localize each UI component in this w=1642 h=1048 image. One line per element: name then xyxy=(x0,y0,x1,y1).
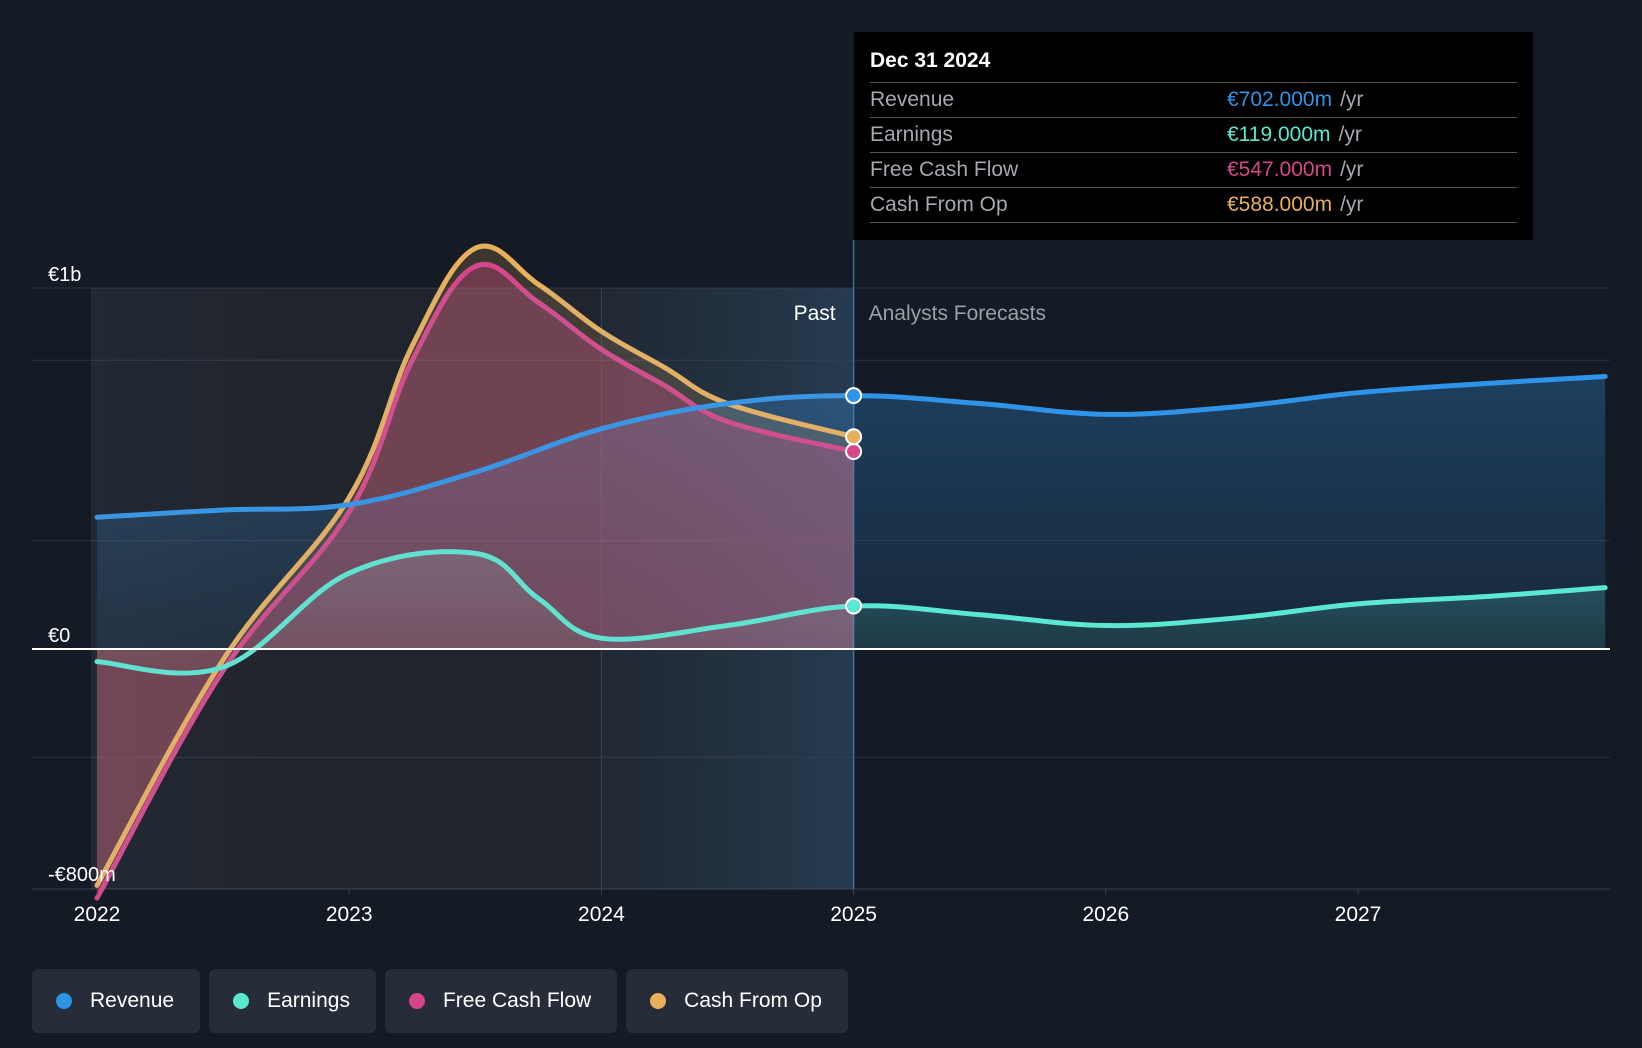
legend-dot-icon xyxy=(233,993,250,1009)
y-axis-label: €1b xyxy=(48,264,81,286)
legend: Revenue Earnings Free Cash Flow Cash Fro… xyxy=(32,969,848,1033)
legend-item-cash-from-op[interactable]: Cash From Op xyxy=(626,969,848,1033)
legend-item-earnings[interactable]: Earnings xyxy=(209,969,376,1033)
x-tick-label: 2024 xyxy=(578,903,625,926)
marker-free-cash-flow xyxy=(845,443,863,461)
forecast-label: Analysts Forecasts xyxy=(869,302,1046,325)
y-axis-label: €0 xyxy=(48,625,70,647)
tooltip-unit: /yr xyxy=(1340,88,1364,111)
legend-label: Revenue xyxy=(90,989,175,1012)
area-free-cash-flow xyxy=(97,264,854,899)
tooltip-label: Cash From Op xyxy=(870,193,1008,216)
x-tick-label: 2027 xyxy=(1335,903,1382,926)
legend-item-revenue[interactable]: Revenue xyxy=(32,969,201,1033)
tooltip-row-cash-from-op: Cash From Op €588.000m /yr xyxy=(870,188,1517,223)
legend-label: Free Cash Flow xyxy=(442,989,592,1012)
tooltip-label: Revenue xyxy=(870,88,955,111)
tooltip-unit: /yr xyxy=(1340,193,1364,216)
tooltip-unit: /yr xyxy=(1340,158,1364,181)
tooltip-value: €119.000m xyxy=(1227,123,1331,146)
legend-item-free-cash-flow[interactable]: Free Cash Flow xyxy=(384,969,618,1033)
tooltip-unit: /yr xyxy=(1338,123,1362,146)
tooltip-row-free-cash-flow: Free Cash Flow €547.000m /yr xyxy=(870,153,1517,188)
tooltip-date: Dec 31 2024 xyxy=(870,46,1517,83)
line-cash-from-op xyxy=(94,243,857,888)
tooltip-value: €588.000m xyxy=(1227,193,1333,216)
tooltip-row-earnings: Earnings €119.000m /yr xyxy=(870,118,1517,153)
line-earnings xyxy=(94,549,1608,676)
past-dim-overlay xyxy=(91,288,854,889)
legend-dot-icon xyxy=(650,993,667,1009)
tooltip-row-revenue: Revenue €702.000m /yr xyxy=(870,83,1517,118)
chart-canvas: €1b €0 -€800m 2022 2023 2024 2025 2026 2027 Past A… xyxy=(32,240,1610,926)
area-cash-from-op xyxy=(97,246,854,886)
legend-dot-icon xyxy=(408,993,425,1009)
tooltip-value: €702.000m xyxy=(1227,88,1333,111)
tooltip-value: €547.000m xyxy=(1227,158,1333,181)
tooltip: Dec 31 2024 Revenue €702.000m /yr Earnin… xyxy=(854,32,1533,240)
marker-cash-from-op xyxy=(845,428,863,446)
tooltip-label: Free Cash Flow xyxy=(870,158,1019,181)
legend-label: Cash From Op xyxy=(684,989,822,1012)
x-tick-label: 2022 xyxy=(74,903,121,926)
marker-revenue xyxy=(845,387,863,405)
x-tick-label: 2023 xyxy=(326,903,373,926)
legend-label: Earnings xyxy=(267,989,350,1012)
x-tick-label: 2025 xyxy=(830,903,877,926)
x-tick-label: 2026 xyxy=(1082,903,1129,926)
past-label: Past xyxy=(794,302,836,325)
legend-dot-icon xyxy=(56,993,72,1009)
tooltip-label: Earnings xyxy=(870,123,953,146)
marker-earnings xyxy=(845,597,863,615)
y-axis-label: -€800m xyxy=(48,864,116,886)
